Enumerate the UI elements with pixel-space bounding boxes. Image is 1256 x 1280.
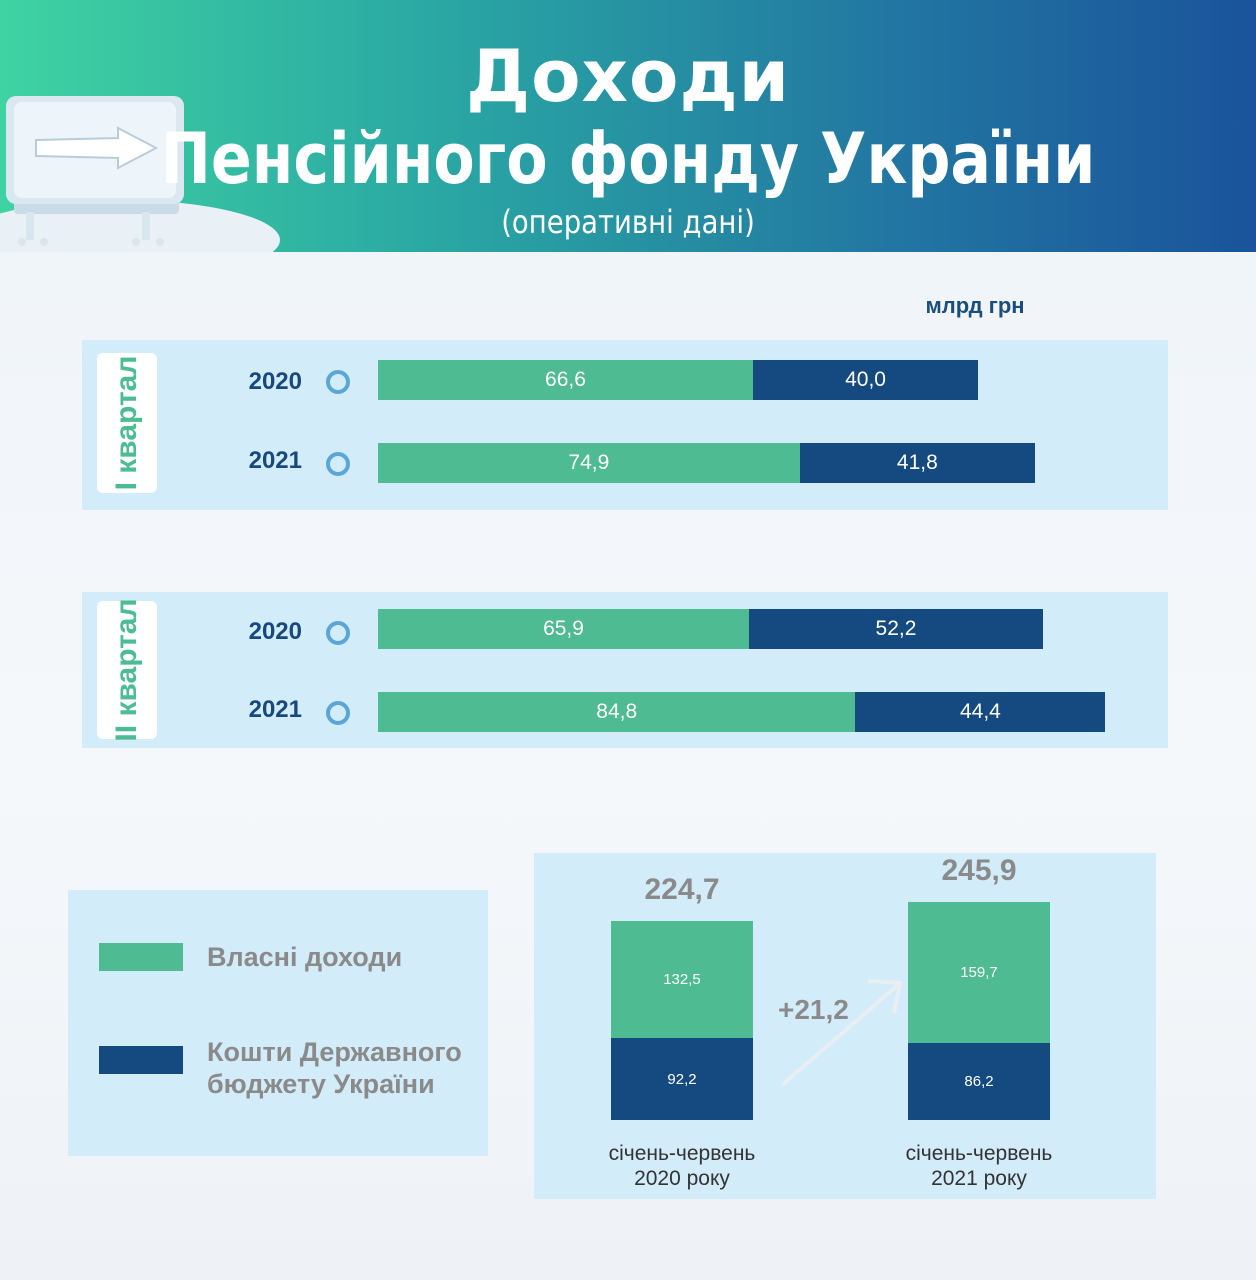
q1-2021-ring-icon: [326, 452, 350, 476]
delta-label: +21,2: [778, 994, 849, 1025]
quarter-1-label: І квартал: [110, 355, 143, 491]
half-year-panel: 224,7 132,5 92,2 січень-червень 2020 рок…: [534, 853, 1156, 1199]
q1-2021-own-segment: 74,9: [378, 443, 800, 483]
page-title: Доходи: [465, 34, 791, 118]
q1-2021-bar: 74,9 41,8: [378, 443, 1035, 483]
growth-arrow-icon: [780, 979, 902, 1087]
q2-2021-own-segment: 84,8: [378, 692, 856, 732]
q1-2020-ring-icon: [326, 370, 350, 394]
page-title-second-line: Пенсійного фонду України: [160, 118, 1096, 200]
q2-2020-own-segment: 65,9: [378, 609, 750, 649]
period-2021-label: січень-червень 2021 року: [879, 1141, 1079, 1191]
legend-own-label-line: Власні доходи: [207, 942, 403, 972]
legend-own-label: Власні доходи: [207, 941, 402, 973]
stack-2020-own-segment: 132,5: [611, 920, 753, 1039]
q2-2020-state-segment: 52,2: [749, 609, 1043, 649]
stack-2020-state-segment: 92,2: [611, 1038, 753, 1120]
q1-2021-state-segment: 41,8: [799, 443, 1035, 483]
legend-state-label-line-1: Кошти Державного: [207, 1037, 462, 1067]
signboard-arrow-icon: [6, 96, 184, 246]
q1-2020-bar: 66,6 40,0: [378, 360, 979, 400]
period-2020-label-line-2: 2020 року: [634, 1167, 730, 1190]
q2-2020-ring-icon: [326, 621, 350, 645]
legend-state-label-line-2: бюджету України: [207, 1069, 435, 1099]
q2-year-2021: 2021: [248, 696, 302, 723]
stack-2021-own-segment: 159,7: [908, 901, 1050, 1044]
q2-2021-state-segment: 44,4: [855, 692, 1106, 732]
q2-year-2020: 2020: [248, 618, 302, 645]
period-2021-label-line-1: січень-червень: [905, 1142, 1053, 1165]
stack-2021-state-segment: 86,2: [908, 1043, 1050, 1120]
q1-year-2020: 2020: [248, 368, 302, 395]
quarter-2-label: ІІ квартал: [110, 598, 143, 742]
q1-2020-own-segment: 66,6: [378, 360, 753, 400]
period-2020-label-line-1: січень-червень: [608, 1142, 756, 1165]
legend-state-label: Кошти Державного бюджету України: [207, 1036, 462, 1100]
total-2020-label: 224,7: [644, 872, 720, 906]
q1-2020-state-segment: 40,0: [752, 360, 979, 400]
q2-2021-ring-icon: [326, 701, 350, 725]
legend-panel: Власні доходи Кошти Державного бюджету У…: [68, 890, 488, 1156]
page-subtitle: (оперативні дані): [501, 203, 755, 241]
header-banner: Доходи Пенсійного фонду України (операти…: [0, 0, 1256, 252]
legend-own-swatch: [99, 943, 183, 971]
q1-year-2021: 2021: [248, 447, 302, 474]
period-2020-label: січень-червень 2020 року: [582, 1141, 782, 1191]
period-2021-label-line-2: 2021 року: [931, 1167, 1027, 1190]
q2-2020-bar: 65,9 52,2: [378, 609, 1043, 649]
quarter-1-tab: І квартал: [97, 353, 157, 493]
legend-state-swatch: [99, 1046, 183, 1074]
total-2021-label: 245,9: [941, 853, 1017, 887]
quarter-2-tab: ІІ квартал: [97, 598, 157, 742]
q2-2021-bar: 84,8 44,4: [378, 692, 1106, 732]
unit-label: млрд грн: [925, 293, 1025, 318]
